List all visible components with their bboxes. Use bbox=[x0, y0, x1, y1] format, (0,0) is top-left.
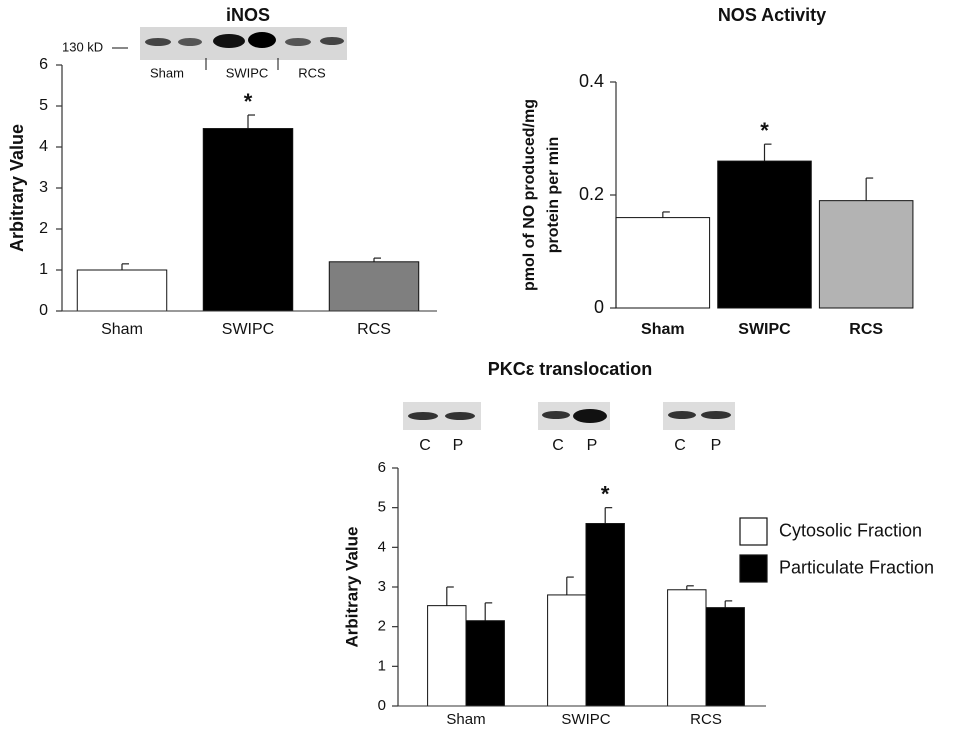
y-tick-label: 1 bbox=[378, 657, 386, 674]
x-tick-label: RCS bbox=[849, 321, 883, 338]
bar bbox=[76, 269, 168, 312]
chart-title: NOS Activity bbox=[718, 5, 826, 25]
bar bbox=[615, 217, 711, 309]
blot-lane-label: P bbox=[587, 437, 598, 454]
y-axis-label: pmol of NO produced/mg bbox=[521, 99, 538, 291]
blot-lane-label: Sham bbox=[150, 65, 184, 80]
legend-label: Particulate Fraction bbox=[779, 557, 934, 577]
bar bbox=[717, 160, 812, 309]
bar bbox=[427, 605, 467, 707]
annotation: * bbox=[760, 118, 769, 143]
y-tick-label: 0 bbox=[594, 297, 604, 317]
y-tick-label: 0.2 bbox=[579, 184, 604, 204]
legend-swatch bbox=[739, 554, 768, 583]
bar bbox=[547, 594, 587, 707]
legend-swatch bbox=[739, 517, 768, 546]
blot-lane-label: SWIPC bbox=[226, 65, 269, 80]
y-axis-label: protein per min bbox=[545, 137, 562, 253]
blot-marker: 130 kD bbox=[62, 39, 103, 54]
y-tick-label: 6 bbox=[378, 459, 386, 476]
blot-lane-label: P bbox=[453, 437, 464, 454]
y-tick-label: 0 bbox=[378, 697, 386, 714]
x-tick-label: Sham bbox=[641, 321, 685, 338]
x-tick-label: SWIPC bbox=[222, 321, 274, 338]
blot-lane-label: P bbox=[711, 437, 722, 454]
bar bbox=[667, 589, 707, 707]
y-tick-label: 4 bbox=[378, 538, 386, 555]
blot-lane-label: C bbox=[419, 437, 431, 454]
blot-lane-label: C bbox=[552, 437, 564, 454]
annotation: * bbox=[601, 481, 610, 506]
x-tick-label: SWIPC bbox=[561, 711, 610, 728]
y-axis-label: Arbitrary Value bbox=[342, 527, 361, 648]
y-tick-label: 2 bbox=[378, 618, 386, 635]
bar bbox=[202, 128, 294, 312]
x-tick-label: Sham bbox=[101, 321, 143, 338]
annotation: * bbox=[244, 89, 253, 114]
blot-lane-label: C bbox=[674, 437, 686, 454]
legend-label: Cytosolic Fraction bbox=[779, 520, 922, 540]
y-tick-label: 4 bbox=[39, 138, 48, 155]
bar bbox=[818, 200, 914, 309]
y-tick-label: 3 bbox=[39, 179, 48, 196]
y-tick-label: 3 bbox=[378, 578, 386, 595]
bar bbox=[705, 607, 745, 707]
y-tick-label: 0.4 bbox=[579, 71, 604, 91]
x-tick-label: Sham bbox=[446, 711, 485, 728]
y-tick-label: 5 bbox=[378, 499, 386, 516]
y-tick-label: 6 bbox=[39, 56, 48, 73]
bar bbox=[585, 523, 625, 707]
y-tick-label: 1 bbox=[39, 261, 48, 278]
x-tick-label: RCS bbox=[690, 711, 722, 728]
y-tick-label: 2 bbox=[39, 220, 48, 237]
x-tick-label: RCS bbox=[357, 321, 391, 338]
blot-image bbox=[112, 27, 347, 70]
x-tick-label: SWIPC bbox=[738, 321, 791, 338]
chart-title: iNOS bbox=[226, 5, 270, 25]
chart-title: PKCε translocation bbox=[488, 359, 653, 379]
y-tick-label: 5 bbox=[39, 97, 48, 114]
bar bbox=[465, 620, 505, 707]
y-axis-label: Arbitrary Value bbox=[7, 124, 27, 252]
blot-lane-label: RCS bbox=[298, 65, 326, 80]
bar bbox=[328, 261, 420, 312]
y-tick-label: 0 bbox=[39, 302, 48, 319]
blot-image bbox=[403, 402, 735, 430]
